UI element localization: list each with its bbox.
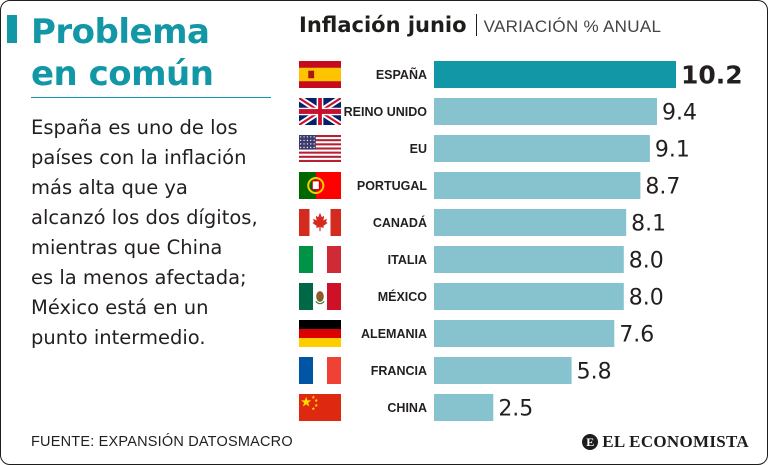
chart-title: Inflación junio bbox=[299, 13, 467, 37]
spain-flag-icon bbox=[299, 61, 341, 88]
usa-flag-icon bbox=[299, 135, 341, 162]
mexico-flag-icon bbox=[299, 283, 341, 310]
category-label: MÉXICO bbox=[378, 289, 428, 304]
bar bbox=[434, 135, 650, 162]
category-label: ESPAÑA bbox=[376, 67, 427, 82]
brand-logo: E EL ECONOMISTA bbox=[582, 432, 749, 452]
bar bbox=[434, 246, 624, 273]
description: España es uno de los países con la infla… bbox=[31, 113, 281, 353]
headline-line-1: Problema bbox=[31, 12, 210, 52]
data-label: 7.6 bbox=[619, 323, 654, 348]
description-line: más alta que ya bbox=[31, 176, 188, 199]
germany-flag-icon bbox=[299, 320, 341, 347]
category-label: FRANCIA bbox=[371, 364, 427, 378]
description-line: punto intermedio. bbox=[31, 326, 206, 349]
source-note: FUENTE: EXPANSIÓN DATOSMACRO bbox=[31, 434, 293, 450]
headline-rule bbox=[31, 97, 271, 98]
data-label: 9.1 bbox=[655, 138, 690, 163]
brand-mark-icon: E bbox=[582, 434, 599, 450]
accent-bar bbox=[7, 15, 17, 43]
headline: Problema en común bbox=[31, 11, 214, 95]
bar bbox=[434, 98, 657, 125]
uk-flag-icon bbox=[299, 98, 341, 125]
chart-subtitle: VARIACIÓN % ANUAL bbox=[483, 17, 662, 36]
data-label: 10.2 bbox=[681, 61, 743, 90]
china-flag-icon bbox=[299, 394, 341, 421]
category-label: CANADÁ bbox=[373, 215, 427, 230]
description-line: alcanzó los dos dígitos, bbox=[31, 206, 258, 229]
description-line: es la menos afectada; bbox=[31, 266, 247, 289]
description-line: países con la inflación bbox=[31, 146, 247, 169]
data-label: 8.0 bbox=[629, 249, 664, 274]
bar bbox=[434, 320, 615, 347]
bar bbox=[434, 172, 641, 199]
description-line: mientras que China bbox=[31, 236, 223, 259]
canada-flag-icon bbox=[299, 209, 341, 236]
data-label: 8.7 bbox=[645, 175, 680, 200]
title-separator bbox=[475, 14, 477, 36]
category-label: PORTUGAL bbox=[357, 179, 428, 193]
description-line: México está en un bbox=[31, 296, 209, 319]
data-label: 5.8 bbox=[577, 360, 612, 385]
bar bbox=[434, 394, 494, 421]
france-flag-icon bbox=[299, 357, 341, 384]
chart-header: Inflación junio VARIACIÓN % ANUAL bbox=[299, 13, 661, 37]
category-label: ALEMANIA bbox=[361, 327, 427, 341]
data-label: 8.1 bbox=[631, 212, 666, 237]
data-label: 2.5 bbox=[498, 397, 533, 422]
data-label: 9.4 bbox=[662, 101, 697, 126]
bar bbox=[434, 357, 572, 384]
category-label: ITALIA bbox=[388, 253, 427, 267]
bar bbox=[434, 209, 627, 236]
category-label: REINO UNIDO bbox=[344, 105, 428, 119]
bar bbox=[434, 283, 624, 310]
bar bbox=[434, 61, 676, 88]
portugal-flag-icon bbox=[299, 172, 341, 199]
category-label: EU bbox=[410, 142, 427, 156]
data-label: 8.0 bbox=[629, 286, 664, 311]
headline-line-2: en común bbox=[31, 54, 214, 94]
brand-name: EL ECONOMISTA bbox=[602, 432, 749, 451]
description-line: España es uno de los bbox=[31, 116, 238, 139]
italy-flag-icon bbox=[299, 246, 341, 273]
category-label: CHINA bbox=[387, 401, 427, 415]
